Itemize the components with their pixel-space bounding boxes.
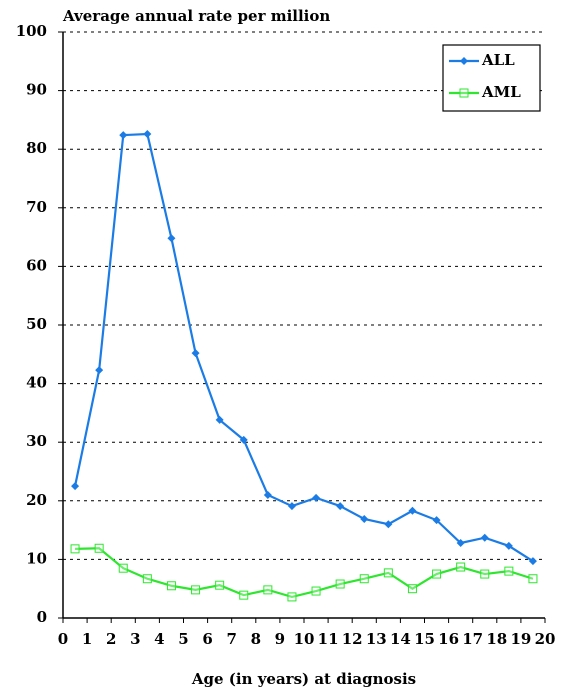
legend-label: AML [481,83,521,101]
marker [383,568,393,578]
series-line [73,132,534,563]
marker [215,415,224,424]
marker [239,435,248,444]
x-tick-label: 6 [202,630,212,648]
y-tick-label: 10 [26,549,47,567]
marker [432,569,442,579]
marker [167,234,176,243]
marker [384,520,393,529]
x-tick-label: 8 [251,630,261,648]
legend-label: ALL [481,51,515,69]
marker [407,584,417,594]
y-tick-label: 70 [26,198,47,216]
marker [166,581,176,591]
x-tick-label: 15 [414,630,435,648]
marker [239,590,249,600]
marker [142,574,152,584]
marker [528,574,538,584]
y-tick-label: 100 [16,22,47,40]
marker [71,482,80,491]
x-tick-label: 2 [106,630,116,648]
x-tick-label: 9 [275,630,285,648]
marker [287,592,297,602]
marker [336,502,345,511]
y-tick-label: 0 [37,608,47,626]
marker [359,574,369,584]
marker [119,131,128,140]
legend-box [442,44,541,112]
marker [312,493,321,502]
marker [215,580,225,590]
x-tick-label: 10 [294,630,315,648]
marker [504,566,514,576]
x-axis-label: Age (in years) at diagnosis [191,670,416,688]
x-tick-label: 11 [318,630,339,648]
y-tick-label: 50 [26,315,47,333]
marker [432,516,441,525]
marker [94,543,104,553]
x-tick-label: 4 [154,630,164,648]
y-tick-label: 20 [26,491,47,509]
marker [528,557,537,566]
y-tick-label: 80 [26,139,47,157]
x-tick-label: 12 [342,630,363,648]
marker [143,129,152,138]
marker [456,538,465,547]
series-line [75,547,534,599]
x-tick-label: 3 [130,630,140,648]
marker [311,586,321,596]
y-tick-label: 60 [26,256,47,274]
x-tick-label: 0 [58,630,68,648]
x-tick-label: 18 [486,630,507,648]
chart-title: Average annual rate per million [62,7,330,25]
marker [456,562,466,572]
marker [335,579,345,589]
x-tick-label: 16 [438,630,459,648]
marker [191,349,200,358]
y-tick-label: 30 [26,432,47,450]
marker [480,533,489,542]
marker [504,541,513,550]
x-tick-label: 19 [510,630,531,648]
x-tick-label: 13 [366,630,387,648]
x-tick-label: 17 [462,630,483,648]
marker [263,490,272,499]
y-tick-label: 40 [26,374,47,392]
y-tick-label: 90 [26,81,47,99]
marker [191,585,201,595]
marker [360,514,369,523]
x-tick-label: 5 [178,630,188,648]
marker [408,506,417,515]
marker [70,544,80,554]
marker [480,569,490,579]
x-tick-label: 20 [535,630,556,648]
marker [287,502,296,511]
x-tick-label: 1 [82,630,92,648]
marker [460,57,468,65]
marker [263,585,273,595]
marker [118,563,128,573]
x-tick-label: 7 [226,630,236,648]
x-tick-label: 14 [390,630,411,648]
marker [459,88,469,98]
marker [95,366,104,375]
